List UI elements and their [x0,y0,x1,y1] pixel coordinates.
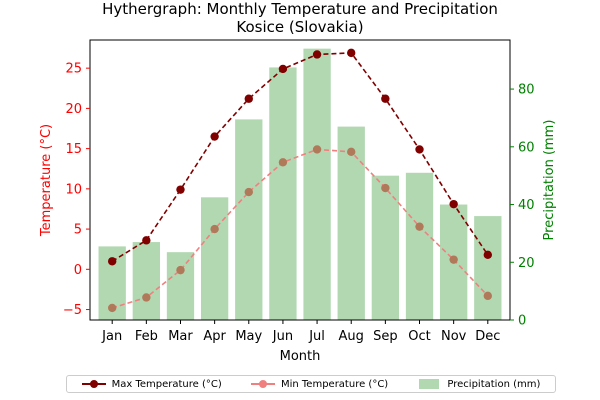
y-left-tick-label: 10 [65,182,82,197]
precip-bar-jul [303,48,331,321]
y-left-tick-label: 5 [74,223,82,238]
min-temp-line [111,148,489,309]
legend-swatch-max-temp [81,379,106,389]
max-temp-point-jan [107,257,117,266]
y-right-tick-label: 60 [518,140,535,155]
max-temp-point-aug [347,48,356,58]
y-right-tick-label: 80 [518,83,535,98]
y-axis-right-label: Precipitation (mm) [542,120,557,241]
x-axis-label: Month [280,349,321,364]
precip-bar-sep [371,175,400,320]
plot-frame [89,39,511,321]
y-left-tick-label: 20 [65,102,82,117]
chart-legend: Max Temperature (°C) Min Temperature (°C… [66,375,556,393]
legend-item-min-temp: Min Temperature (°C) [250,378,389,390]
precip-bar-feb [132,242,160,320]
max-temp-point-mar [176,185,185,194]
legend-swatch-min-temp [250,379,275,389]
max-temp-point-dec [483,250,493,260]
x-tick-label-aug: Aug [339,329,364,344]
y-left-tick-label: 0 [74,263,82,278]
precip-bar-jun [269,67,297,320]
temperature-lines [107,48,493,313]
max-temp-point-sep [381,94,390,103]
x-tick-label-mar: Mar [168,329,193,344]
precip-bar-oct [405,172,434,320]
x-tick-label-oct: Oct [408,329,430,344]
y-left-tick-label: 25 [65,62,82,77]
legend-item-max-temp: Max Temperature (°C) [81,378,222,390]
legend-item-precipitation: Precipitation (mm) [417,379,540,390]
precipitation-bars [98,48,502,321]
chart-title: Hythergraph: Monthly Temperature and Pre… [102,0,498,18]
precip-bar-may [235,119,263,321]
min-temp-point-sep [381,183,390,193]
x-tick-label-sep: Sep [373,329,398,344]
x-axis: Jan Feb Mar Apr May Jun Jul Aug Sep Oct Nov Dec [101,320,500,344]
x-tick-label-dec: Dec [475,329,500,344]
min-temp-point-oct [415,222,424,231]
x-tick-label-may: May [235,329,262,344]
min-temp-point-may [244,187,253,197]
y-left-tick-label: 15 [65,142,82,157]
y-axis-left: −5 0 5 10 15 20 25 [63,62,90,318]
legend-label-max-temp: Max Temperature (°C) [111,378,222,390]
precip-bar-aug [337,126,365,321]
x-tick-label-jul: Jul [308,329,325,344]
x-tick-label-apr: Apr [203,329,226,344]
max-temp-point-apr [210,132,219,141]
max-temp-point-jul [312,50,322,59]
y-axis-left-label: Temperature (°C) [39,124,54,237]
legend-label-precipitation: Precipitation (mm) [447,378,541,390]
y-left-tick-label: −5 [63,303,82,318]
precip-bar-mar [166,252,195,320]
min-temp-point-jun [278,158,288,167]
x-tick-label-feb: Feb [135,329,158,344]
max-temp-point-may [244,94,253,103]
max-temp-line [111,52,489,262]
precip-bar-dec [474,216,502,320]
max-temp-point-oct [415,145,424,154]
y-axis-right: 0 20 40 60 80 [510,83,535,329]
min-temp-point-aug [347,147,356,157]
min-temp-point-apr [210,224,219,234]
min-temp-point-mar [176,265,185,275]
min-temp-point-nov [449,255,458,264]
legend-swatch-precipitation [417,379,441,389]
x-tick-label-jun: Jun [272,329,293,344]
legend-label-min-temp: Min Temperature (°C) [280,378,389,390]
chart-subtitle: Kosice (Slovakia) [236,18,363,36]
y-right-tick-label: 0 [518,314,526,329]
x-tick-label-jan: Jan [101,329,122,344]
precip-bar-apr [200,197,229,320]
min-temp-point-jul [312,145,322,154]
x-tick-label-nov: Nov [441,329,467,344]
min-temp-point-feb [142,293,151,302]
max-temp-point-feb [142,236,151,245]
max-temp-point-jun [278,64,288,74]
max-temp-point-nov [449,199,458,209]
min-temp-point-dec [483,291,493,301]
y-right-tick-label: 20 [518,256,535,271]
min-temp-point-jan [107,303,117,313]
y-right-tick-label: 40 [518,198,535,213]
